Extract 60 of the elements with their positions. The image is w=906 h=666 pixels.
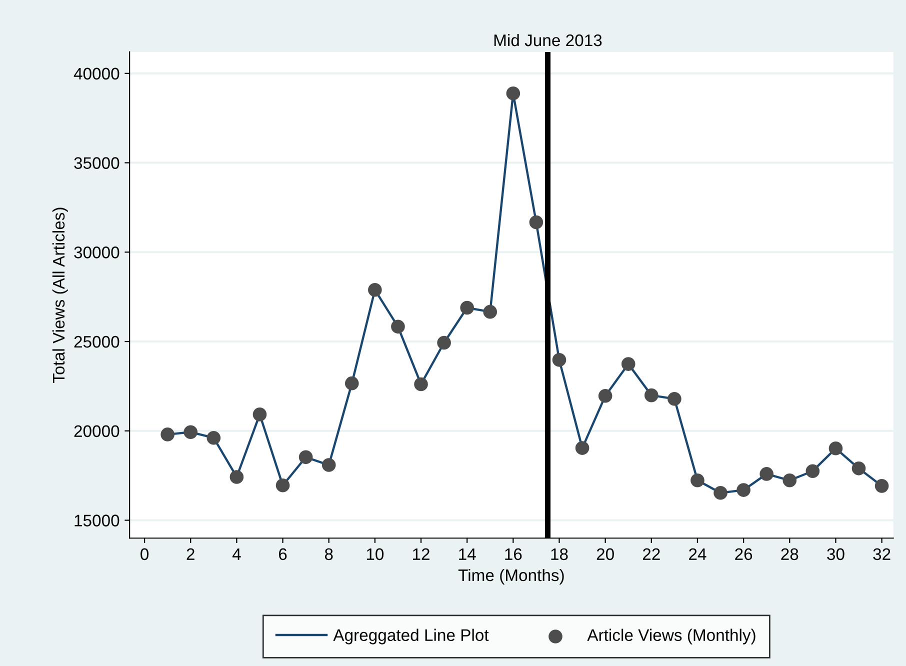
point (575, 441, 590, 455)
point (529, 215, 544, 230)
point (828, 441, 843, 456)
y-axis-title: Total Views (All Articles) (52, 208, 68, 383)
x-tick-label: 16 (505, 548, 522, 560)
x-tick-label: 12 (413, 548, 430, 560)
y-tick-label: 40000 (74, 68, 120, 80)
point (483, 304, 498, 319)
point (736, 483, 750, 497)
point (598, 388, 612, 403)
x-axis-title: Time (Months) (458, 568, 564, 584)
point (460, 300, 474, 315)
x-tick-label: 8 (324, 548, 333, 560)
point (506, 86, 520, 100)
x-tick-label: 0 (140, 548, 149, 560)
point (852, 462, 866, 476)
x-tick-label: 20 (596, 548, 614, 560)
legend-label: Article Views (Monthly) (587, 628, 756, 644)
point (874, 479, 889, 493)
point (368, 282, 382, 297)
ref-line-label: Mid June 2013 (494, 34, 602, 46)
point (760, 467, 774, 481)
point (668, 392, 682, 406)
x-tick-label: 18 (551, 548, 568, 560)
point (644, 388, 658, 402)
x-tick-label: 2 (186, 548, 194, 560)
y-tick-label: 35000 (74, 157, 120, 169)
point (298, 450, 313, 464)
y-tick-label: 25000 (74, 336, 120, 348)
point (391, 320, 405, 334)
point (782, 473, 797, 488)
point (322, 458, 336, 472)
x-tick-label: 32 (873, 548, 890, 560)
point (276, 478, 290, 492)
point (184, 425, 198, 440)
point (414, 377, 428, 392)
x-tick-label: 28 (781, 548, 798, 560)
x-tick-label: 26 (735, 548, 752, 560)
y-tick-label: 15000 (74, 514, 120, 526)
x-tick-label: 30 (827, 548, 844, 560)
point (344, 376, 359, 390)
x-tick-label: 24 (689, 548, 706, 560)
point (621, 357, 636, 371)
point (160, 428, 174, 442)
point (437, 336, 451, 350)
point (806, 464, 820, 478)
legend-label: Agreggated Line Plot (333, 628, 489, 644)
point (252, 408, 267, 422)
x-tick-label: 22 (642, 548, 660, 560)
x-tick-label: 10 (366, 548, 384, 560)
point (552, 353, 566, 367)
y-tick-label: 30000 (74, 246, 120, 258)
point (690, 473, 704, 488)
point (230, 470, 244, 484)
y-tick-label: 20000 (74, 425, 120, 438)
x-tick-label: 14 (459, 548, 476, 560)
point (206, 430, 221, 445)
x-tick-label: 6 (278, 548, 287, 560)
x-tick-label: 4 (232, 548, 241, 560)
point (714, 486, 728, 500)
